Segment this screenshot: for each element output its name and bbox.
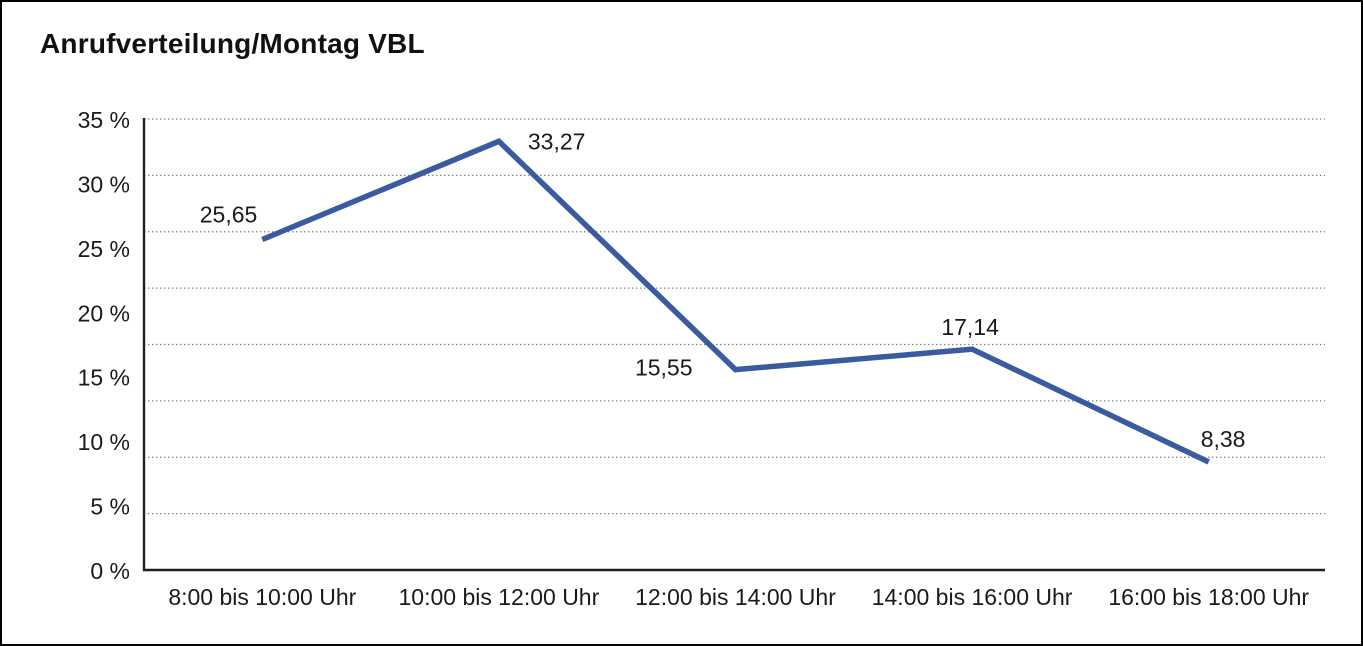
chart-title: Anrufverteilung/Montag VBL	[40, 28, 425, 59]
data-point-label: 33,27	[528, 128, 586, 154]
y-tick-label: 0 %	[90, 558, 130, 584]
y-tick-label: 25 %	[78, 236, 130, 262]
x-category-label: 16:00 bis 18:00 Uhr	[1108, 584, 1309, 610]
data-point-label: 8,38	[1201, 426, 1246, 452]
data-point-label: 15,55	[635, 355, 693, 381]
x-category-label: 10:00 bis 12:00 Uhr	[399, 584, 600, 610]
y-tick-label: 10 %	[78, 429, 130, 455]
y-tick-label: 5 %	[90, 494, 130, 520]
y-tick-label: 30 %	[78, 171, 130, 197]
x-category-label: 12:00 bis 14:00 Uhr	[635, 584, 836, 610]
y-tick-label: 15 %	[78, 365, 130, 391]
x-category-label: 8:00 bis 10:00 Uhr	[168, 584, 356, 610]
data-point-label: 25,65	[200, 201, 258, 227]
data-line	[261, 138, 1210, 465]
x-category-label: 14:00 bis 16:00 Uhr	[872, 584, 1073, 610]
y-tick-label: 35 %	[78, 107, 130, 133]
data-point-label: 17,14	[941, 314, 999, 340]
y-tick-label: 20 %	[78, 300, 130, 326]
